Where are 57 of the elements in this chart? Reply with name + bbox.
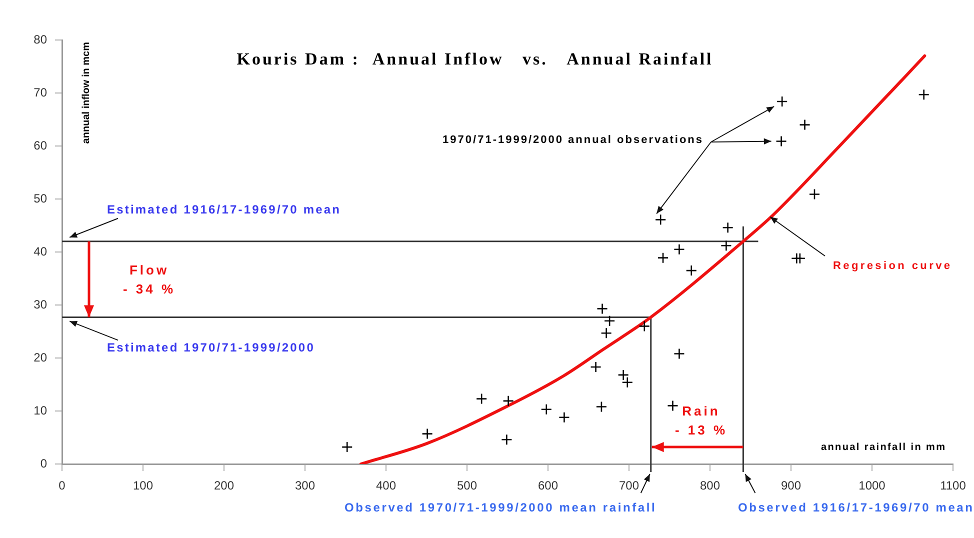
point [590, 361, 602, 373]
text: annual rainfall in mm [820, 442, 946, 453]
point [776, 136, 787, 147]
y-tick-label: 0 [40, 456, 48, 470]
point [596, 401, 608, 412]
y-tick-label: 40 [34, 244, 48, 258]
point [776, 96, 788, 108]
point [502, 395, 514, 407]
point [720, 240, 732, 252]
point [540, 404, 552, 416]
x-tick-label: 700 [618, 478, 640, 493]
point [422, 428, 433, 440]
point [674, 348, 685, 360]
y-tick-label: 30 [34, 297, 48, 312]
x-tick-label: 1100 [940, 478, 966, 493]
y-tick-label: 80 [34, 32, 48, 46]
x-tick-label: 900 [780, 478, 802, 493]
x-tick-label: 400 [376, 478, 396, 493]
point [596, 303, 608, 314]
y-tick-label: 50 [34, 191, 48, 206]
x-tick-label: 100 [132, 478, 154, 493]
point [558, 412, 570, 424]
x-tick-label: 0 [58, 478, 66, 493]
point [722, 222, 734, 234]
point [638, 320, 650, 332]
text: Observed 1970/71-1999/2000 mean rainfall [344, 500, 655, 514]
y-tick-label: 60 [34, 138, 48, 152]
point [657, 252, 669, 264]
point [918, 88, 930, 100]
y-axis-title: annual inflow in mcm [80, 42, 92, 144]
chart-title: Kouris Dam : Annual Inflow vs. Annual Rainfall [236, 49, 712, 68]
text: 1970/71-1999/2000 annual observations [442, 134, 702, 146]
text: Estimated 1970/71-1999/2000 [107, 340, 314, 355]
point [501, 434, 512, 446]
y-tick-label: 70 [34, 85, 48, 100]
x-tick-label: 800 [700, 478, 720, 493]
x-tick-label: 1000 [858, 478, 886, 493]
x-tick-label: 500 [456, 478, 478, 493]
text: Estimated 1916/17-1969/70 mean [107, 202, 340, 217]
x-tick-label: 300 [294, 478, 316, 493]
point [654, 214, 666, 226]
point [341, 441, 353, 453]
point [600, 327, 612, 339]
point [476, 393, 488, 404]
point [808, 188, 820, 200]
x-tick-label: 600 [538, 478, 558, 493]
text: Observed 1916/17-1969/70 mean [738, 500, 972, 514]
point [794, 252, 806, 264]
point [799, 119, 810, 130]
y-tick-label: 20 [34, 350, 48, 364]
point [667, 400, 678, 412]
line-series [359, 54, 926, 464]
point [604, 315, 616, 327]
point [686, 264, 698, 276]
x-tick-label: 200 [214, 478, 234, 493]
y-tick-label: 10 [34, 403, 48, 418]
point [674, 244, 685, 255]
